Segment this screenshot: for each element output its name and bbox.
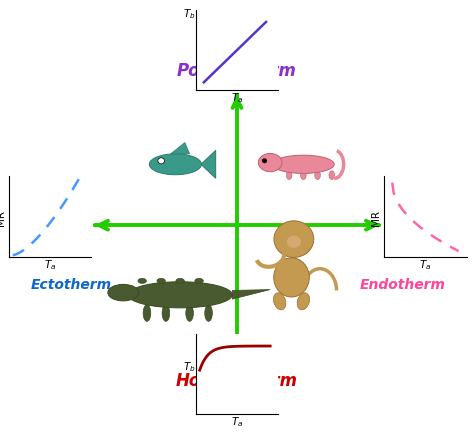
Circle shape <box>262 159 267 164</box>
Ellipse shape <box>186 305 193 322</box>
Y-axis label: $T_b$: $T_b$ <box>182 359 195 373</box>
X-axis label: $T_a$: $T_a$ <box>231 91 243 105</box>
Ellipse shape <box>273 156 334 174</box>
Ellipse shape <box>149 155 201 175</box>
Y-axis label: MR: MR <box>371 209 381 225</box>
Ellipse shape <box>205 305 212 322</box>
Circle shape <box>158 158 164 164</box>
Ellipse shape <box>143 305 151 322</box>
Ellipse shape <box>176 279 184 284</box>
Ellipse shape <box>138 279 146 284</box>
Circle shape <box>274 221 314 258</box>
Text: Endotherm: Endotherm <box>360 278 446 292</box>
Ellipse shape <box>301 171 306 180</box>
Ellipse shape <box>274 258 309 297</box>
Ellipse shape <box>297 293 310 310</box>
Ellipse shape <box>162 305 170 322</box>
X-axis label: $T_a$: $T_a$ <box>231 414 243 428</box>
Text: Homeotherm: Homeotherm <box>176 371 298 389</box>
Y-axis label: MR: MR <box>0 209 6 225</box>
X-axis label: $T_a$: $T_a$ <box>44 257 56 271</box>
Polygon shape <box>232 290 270 299</box>
Ellipse shape <box>286 171 292 180</box>
Ellipse shape <box>128 282 232 308</box>
Ellipse shape <box>273 293 286 310</box>
X-axis label: $T_a$: $T_a$ <box>419 257 431 271</box>
Text: Poikilotherm: Poikilotherm <box>177 62 297 80</box>
Ellipse shape <box>157 279 165 284</box>
Ellipse shape <box>258 154 282 172</box>
Polygon shape <box>171 143 190 155</box>
Ellipse shape <box>329 171 335 180</box>
Text: Ectotherm: Ectotherm <box>30 278 112 292</box>
Y-axis label: $T_b$: $T_b$ <box>182 7 195 20</box>
Polygon shape <box>201 151 216 179</box>
Ellipse shape <box>195 279 203 284</box>
Ellipse shape <box>315 171 320 180</box>
Ellipse shape <box>287 236 301 248</box>
Ellipse shape <box>108 285 138 301</box>
